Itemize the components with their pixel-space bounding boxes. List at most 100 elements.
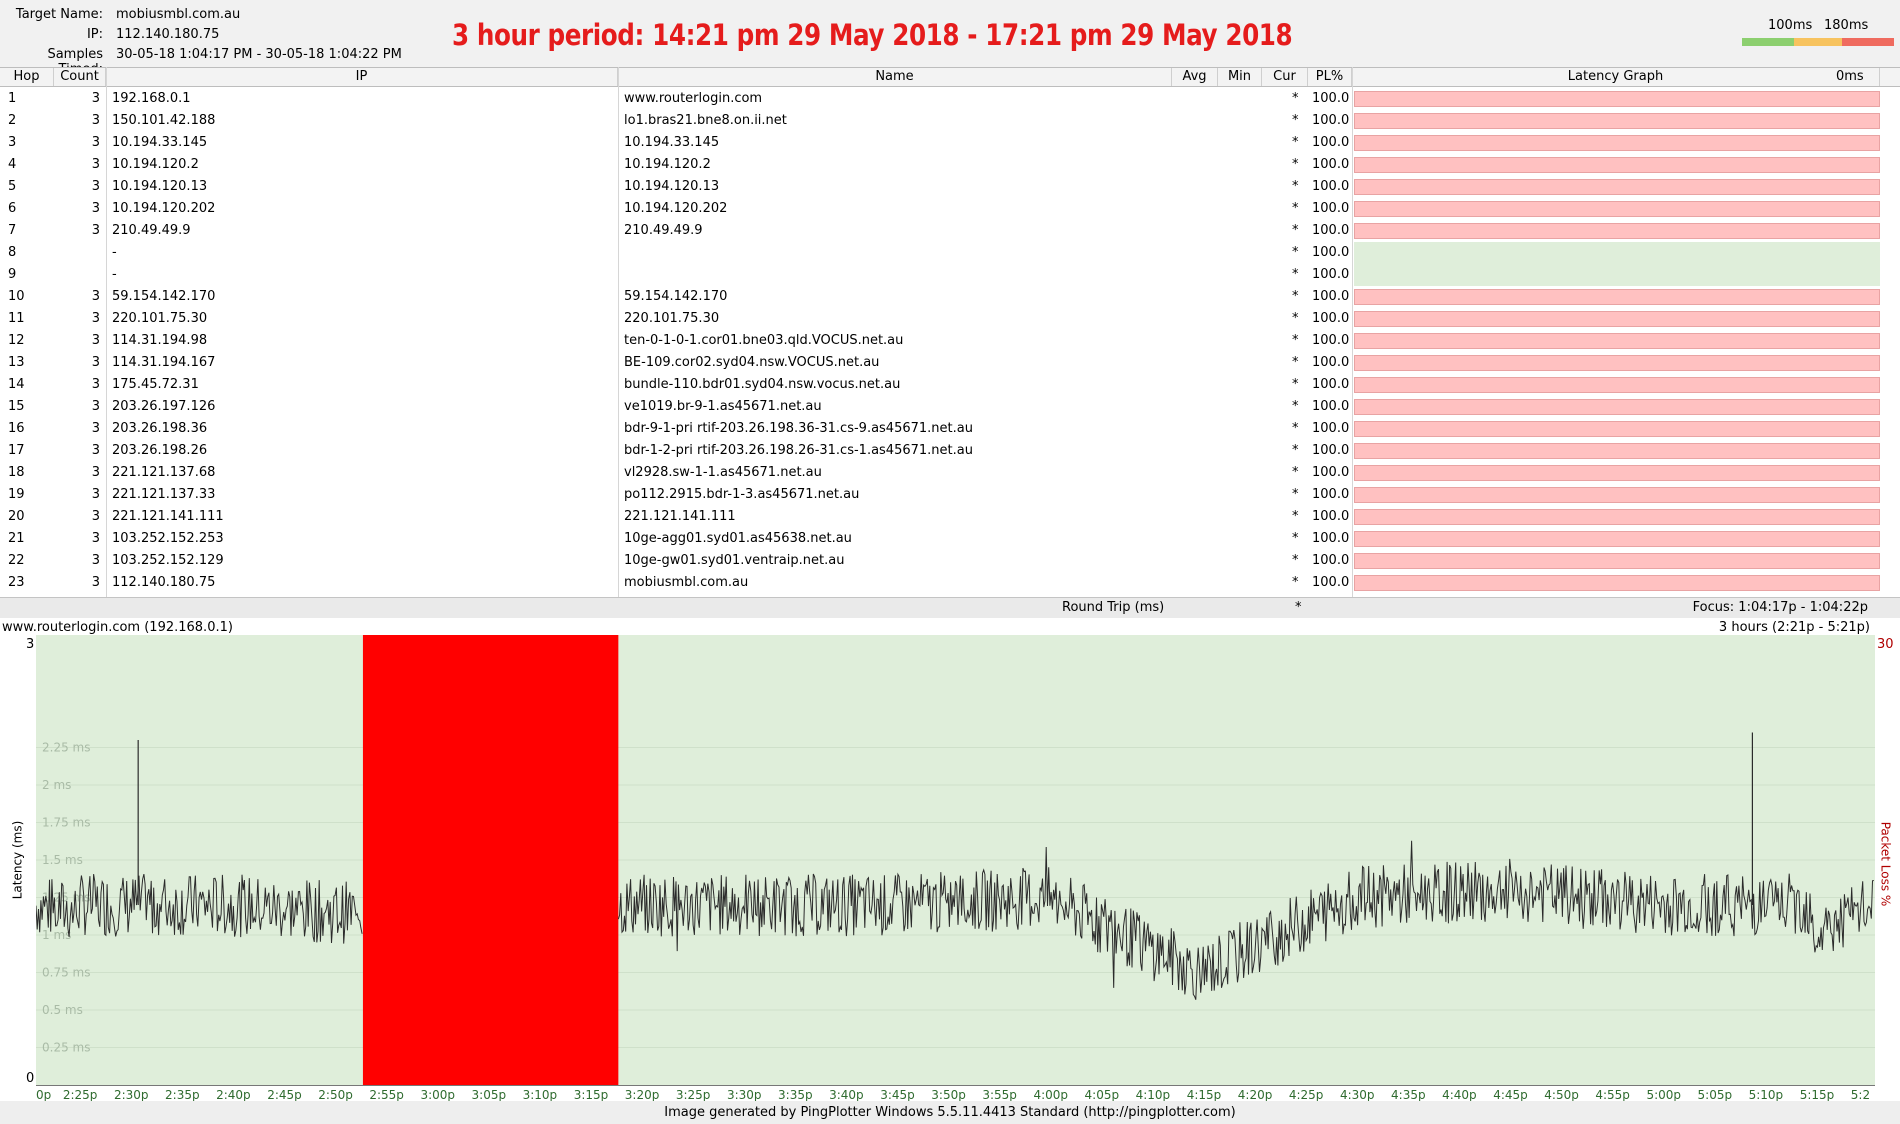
graph-scale-label: 0ms [1836, 69, 1864, 84]
column-count[interactable]: Count [54, 68, 106, 86]
column-avg[interactable]: Avg [1172, 68, 1218, 86]
summary-header: Target Name: mobiusmbl.com.au IP: 112.14… [0, 0, 1900, 77]
cur-cell: * [1292, 399, 1299, 414]
name-cell: 210.49.49.9 [624, 223, 703, 238]
x-tick-label: 3:15p [573, 1088, 609, 1102]
name-cell: ten-0-1-0-1.cor01.bne03.qld.VOCUS.net.au [624, 333, 904, 348]
y-tick-label: 0.75 ms [42, 966, 90, 980]
table-row[interactable]: 10 3 59.154.142.170 59.154.142.170 * 100.0 [0, 286, 1900, 308]
column-pl[interactable]: PL% [1308, 68, 1352, 86]
x-tick-label: 5:2 [1850, 1088, 1871, 1102]
table-row[interactable]: 13 3 114.31.194.167 BE-109.cor02.syd04.nsw.… [0, 352, 1900, 374]
table-row[interactable]: 23 3 112.140.180.75 mobiusmbl.com.au * 100.0 [0, 572, 1900, 594]
hop-cell: 1 [8, 91, 17, 106]
table-row[interactable]: 15 3 203.26.197.126 ve1019.br-9-1.as45671.n… [0, 396, 1900, 418]
graph-target-label: www.routerlogin.com (192.168.0.1) [2, 620, 233, 635]
graph-header: www.routerlogin.com (192.168.0.1) 3 hour… [0, 619, 1900, 635]
ip-label: IP: [86, 27, 103, 42]
target-name-label: Target Name: [15, 7, 103, 22]
pl-cell: 100.0 [1312, 487, 1350, 502]
packet-loss-bar [1354, 179, 1880, 195]
x-tick-label: 4:40p [1442, 1088, 1477, 1102]
packet-loss-axis-title: Packet Loss % [1878, 821, 1893, 907]
y-axis: 3 0 Latency (ms) [0, 635, 36, 1086]
x-tick-label: 2:30p [113, 1088, 149, 1102]
latency-series-line [617, 840, 1874, 1000]
scale-bar-yellow [1794, 38, 1842, 46]
count-cell: 3 [91, 223, 100, 238]
x-tick-label: 2:45p [267, 1088, 302, 1102]
cur-cell: * [1292, 223, 1299, 238]
cur-cell: * [1292, 465, 1299, 480]
column-cur[interactable]: Cur [1262, 68, 1308, 86]
cur-cell: * [1292, 91, 1299, 106]
scale-bar-green [1742, 38, 1794, 46]
table-row[interactable]: 6 3 10.194.120.202 10.194.120.202 * 100.0 [0, 198, 1900, 220]
x-tick-label: 2:40p [216, 1088, 251, 1102]
cur-cell: * [1292, 377, 1299, 392]
table-row[interactable]: 19 3 221.121.137.33 po112.2915.bdr-1-3.as45… [0, 484, 1900, 506]
table-row[interactable]: 12 3 114.31.194.98 ten-0-1-0-1.cor01.bne03.… [0, 330, 1900, 352]
ip-cell: 203.26.197.126 [112, 399, 216, 414]
table-row[interactable]: 18 3 221.121.137.68 vl2928.sw-1-1.as45671.n… [0, 462, 1900, 484]
y-tick-label: 0.25 ms [42, 1041, 90, 1055]
table-row[interactable]: 7 3 210.49.49.9 210.49.49.9 * 100.0 [0, 220, 1900, 242]
pl-cell: 100.0 [1312, 91, 1350, 106]
table-row[interactable]: 21 3 103.252.152.253 10ge-agg01.syd01.as456… [0, 528, 1900, 550]
x-tick-label: 0p [36, 1088, 52, 1102]
latency-series-line [36, 873, 363, 944]
table-row[interactable]: 8 - * 100.0 [0, 242, 1900, 264]
hop-cell: 22 [8, 553, 25, 568]
x-tick-label: 3:00p [420, 1088, 456, 1102]
table-row[interactable]: 2 3 150.101.42.188 lo1.bras21.bne8.on.ii.ne… [0, 110, 1900, 132]
table-row[interactable]: 22 3 103.252.152.129 10ge-gw01.syd01.ventra… [0, 550, 1900, 572]
cur-cell: * [1292, 355, 1299, 370]
count-cell: 3 [91, 201, 100, 216]
packet-loss-block [362, 635, 619, 1085]
column-ip[interactable]: IP [106, 68, 618, 86]
table-row[interactable]: 5 3 10.194.120.13 10.194.120.13 * 100.0 [0, 176, 1900, 198]
count-cell: 3 [91, 465, 100, 480]
table-row[interactable]: 1 3 192.168.0.1 www.routerlogin.com * 100.0 [0, 88, 1900, 110]
table-row[interactable]: 4 3 10.194.120.2 10.194.120.2 * 100.0 [0, 154, 1900, 176]
column-name[interactable]: Name [618, 68, 1172, 86]
right-axis: 30 Packet Loss % [1875, 635, 1900, 1085]
column-min[interactable]: Min [1218, 68, 1262, 86]
table-row[interactable]: 9 - * 100.0 [0, 264, 1900, 286]
packet-loss-bar [1354, 135, 1880, 151]
table-row[interactable]: 14 3 175.45.72.31 bundle-110.bdr01.syd04.ns… [0, 374, 1900, 396]
name-cell: 10ge-agg01.syd01.as45638.net.au [624, 531, 852, 546]
x-tick-label: 4:00p [1033, 1088, 1069, 1102]
pl-cell: 100.0 [1312, 311, 1350, 326]
table-row[interactable]: 16 3 203.26.198.36 bdr-9-1-pri rtif-203.26.… [0, 418, 1900, 440]
name-cell: vl2928.sw-1-1.as45671.net.au [624, 465, 822, 480]
packet-loss-bar [1354, 157, 1880, 173]
column-latency-graph[interactable]: Latency Graph [1352, 68, 1880, 86]
name-cell: ve1019.br-9-1.as45671.net.au [624, 399, 822, 414]
hop-cell: 18 [8, 465, 25, 480]
round-trip-row: Round Trip (ms) * Focus: 1:04:17p - 1:04… [0, 597, 1900, 618]
y-tick-label: 1.5 ms [42, 853, 83, 867]
table-row[interactable]: 20 3 221.121.141.111 221.121.141.111 * 100.0 [0, 506, 1900, 528]
packet-loss-bar [1354, 443, 1880, 459]
cur-cell: * [1292, 421, 1299, 436]
ip-cell: 103.252.152.253 [112, 531, 224, 546]
table-row[interactable]: 3 3 10.194.33.145 10.194.33.145 * 100.0 [0, 132, 1900, 154]
x-tick-label: 4:25p [1288, 1088, 1324, 1102]
pl-cell: 100.0 [1312, 179, 1350, 194]
table-row[interactable]: 17 3 203.26.198.26 bdr-1-2-pri rtif-203.26.… [0, 440, 1900, 462]
count-cell: 3 [91, 487, 100, 502]
pl-cell: 100.0 [1312, 465, 1350, 480]
pl-cell: 100.0 [1312, 531, 1350, 546]
packet-loss-bar [1354, 575, 1880, 591]
column-hop[interactable]: Hop [0, 68, 54, 86]
count-cell: 3 [91, 553, 100, 568]
count-cell: 3 [91, 421, 100, 436]
cur-cell: * [1292, 443, 1299, 458]
name-cell: 59.154.142.170 [624, 289, 728, 304]
latency-timeline-graph[interactable]: 2.25 ms 2 ms 1.75 ms 1.5 ms 1.25 ms 1 ms 0.75 … [36, 635, 1875, 1085]
table-row[interactable]: 11 3 220.101.75.30 220.101.75.30 * 100.0 [0, 308, 1900, 330]
pl-cell: 100.0 [1312, 157, 1350, 172]
pl-cell: 100.0 [1312, 223, 1350, 238]
x-tick-label: 5:00p [1646, 1088, 1682, 1102]
